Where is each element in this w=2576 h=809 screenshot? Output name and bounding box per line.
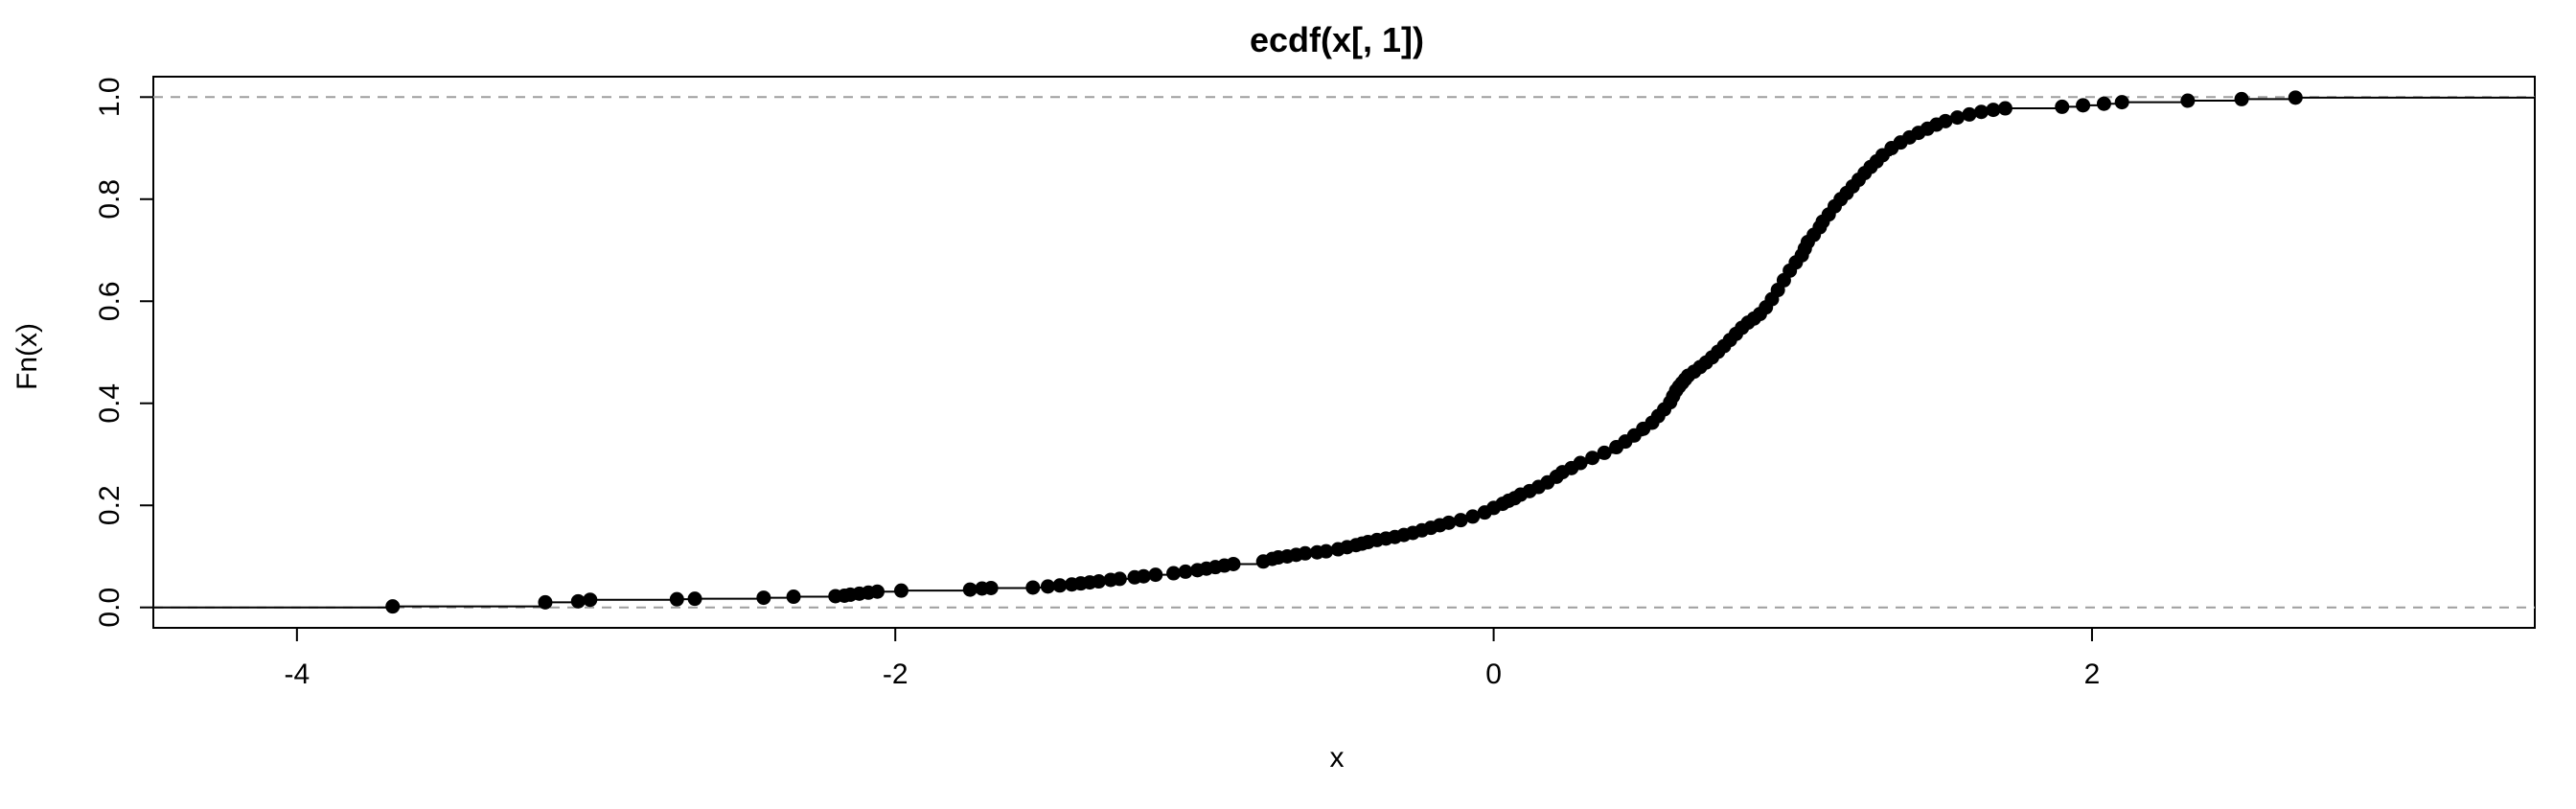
x-tick-label: 2 xyxy=(2084,659,2101,690)
data-point xyxy=(1226,556,1241,571)
data-point xyxy=(1136,568,1151,584)
x-axis-label: x xyxy=(1330,742,1345,774)
data-point xyxy=(570,593,586,609)
plot-frame xyxy=(152,76,2536,629)
y-tick-label: 0.2 xyxy=(94,485,126,525)
data-point xyxy=(2076,98,2091,113)
data-point xyxy=(1298,545,1313,561)
data-point xyxy=(1962,106,1977,122)
y-tick-label: 1.0 xyxy=(94,77,126,117)
y-tick-label: 0.8 xyxy=(94,179,126,220)
y-axis-label: Fn(x) xyxy=(12,323,43,390)
data-point xyxy=(2288,90,2303,105)
data-point xyxy=(983,580,999,595)
data-point xyxy=(962,582,978,597)
data-point xyxy=(2055,99,2070,114)
data-point xyxy=(2234,91,2249,106)
data-point xyxy=(1453,513,1468,528)
data-point xyxy=(2096,96,2111,111)
data-point xyxy=(385,599,401,614)
y-tick-label: 0.6 xyxy=(94,281,126,321)
chart-title: ecdf(x[, 1]) xyxy=(1250,20,1424,59)
data-point xyxy=(669,591,684,607)
data-point xyxy=(1573,455,1588,471)
data-point xyxy=(538,594,553,610)
data-point xyxy=(869,584,885,599)
data-point xyxy=(2180,93,2196,108)
y-tick-label: 0.4 xyxy=(94,383,126,424)
y-tick-label: 0.0 xyxy=(94,588,126,628)
data-point xyxy=(1052,578,1068,593)
data-point xyxy=(1585,451,1600,466)
data-point xyxy=(687,591,702,607)
data-point xyxy=(1148,567,1163,583)
data-point xyxy=(1465,509,1481,524)
data-point xyxy=(893,583,908,598)
data-point xyxy=(1040,579,1055,594)
data-point xyxy=(756,590,771,606)
data-point xyxy=(1178,564,1193,579)
data-point xyxy=(1597,445,1612,460)
data-point xyxy=(583,592,598,608)
x-tick-label: -4 xyxy=(285,659,310,690)
data-point xyxy=(2114,95,2129,110)
data-point xyxy=(1025,580,1041,595)
data-point xyxy=(1973,104,1989,120)
data-point xyxy=(1938,113,1953,128)
data-point xyxy=(1441,515,1457,530)
x-tick-label: -2 xyxy=(883,659,908,690)
data-point xyxy=(1949,110,1965,126)
data-point xyxy=(1112,571,1127,587)
x-tick-label: 0 xyxy=(1485,659,1502,690)
data-point xyxy=(1319,543,1334,559)
data-point xyxy=(1997,101,2012,116)
data-point xyxy=(1092,574,1107,589)
data-point xyxy=(786,589,801,605)
data-point xyxy=(1986,103,2001,118)
data-point xyxy=(1166,566,1182,581)
